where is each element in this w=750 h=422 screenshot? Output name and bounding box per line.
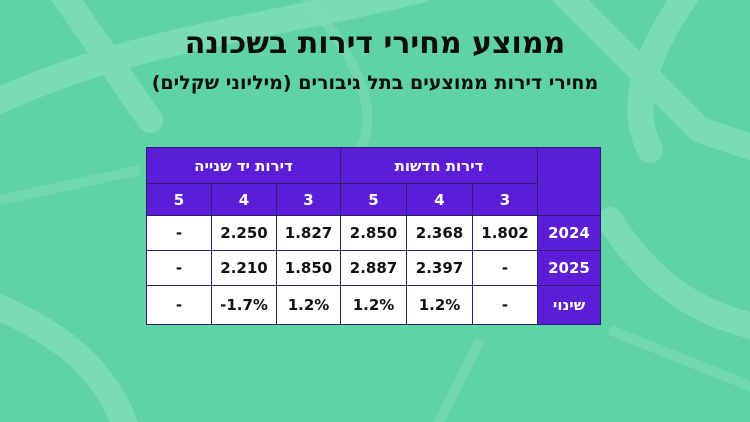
column-header: 4 [211,183,277,216]
row-label: 2024 [537,215,601,251]
column-header: 3 [472,183,538,216]
table-cell: 2.210 [211,250,277,286]
table-cell: - [472,250,538,286]
table-cell: 1.7%- [211,285,277,325]
table-cell: 1.2% [406,285,473,325]
price-table: דירות חדשות דירות יד שנייה 3 4 5 3 4 5 2… [146,147,601,325]
table-cell: 1.850 [276,250,341,286]
table-cell: 2.368 [406,215,473,251]
table-cell: 2.887 [340,250,407,286]
table-cell: - [146,285,212,325]
table-cell: 1.827 [276,215,341,251]
column-header: 5 [146,183,212,216]
group-header-new: דירות חדשות [340,147,538,184]
table-row: שינוי - 1.2% 1.2% 1.2% 1.7%- - [146,285,601,325]
table-row: 2024 1.802 2.368 2.850 1.827 2.250 - [146,215,601,251]
column-header: 4 [406,183,473,216]
row-label: 2025 [537,250,601,286]
table-cell: - [146,215,212,251]
row-label: שינוי [537,285,601,325]
table-cell: - [472,285,538,325]
table-cell: 1.802 [472,215,538,251]
page-title: ממוצע מחירי דירות בשכונה [184,26,566,61]
table-row: 2025 - 2.397 2.887 1.850 2.210 - [146,250,601,286]
column-header: 3 [276,183,341,216]
page-subtitle: מחירי דירות ממוצעים בתל גיבורים (מיליוני… [151,72,599,94]
table-cell: 2.850 [340,215,407,251]
table-cell: 1.2% [340,285,407,325]
table-cell: - [146,250,212,286]
group-header-second-hand: דירות יד שנייה [146,147,341,184]
column-header: 5 [340,183,407,216]
table-cell: 2.250 [211,215,277,251]
table-cell: 2.397 [406,250,473,286]
table-corner [537,147,601,216]
table-cell: 1.2% [276,285,341,325]
